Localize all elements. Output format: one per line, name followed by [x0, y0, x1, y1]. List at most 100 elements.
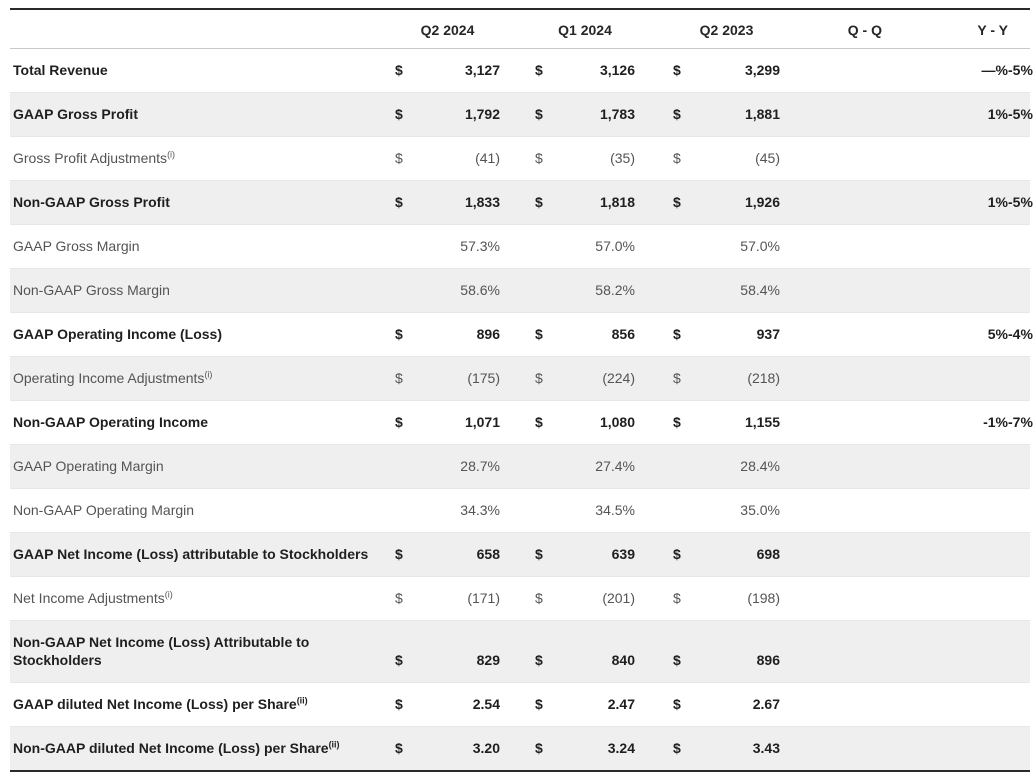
spacer-cell [780, 49, 882, 93]
currency-symbol-cell: $ [535, 370, 543, 386]
value-cell: 57.0% [595, 238, 635, 254]
yy-change-cell: -5% [1008, 106, 1033, 122]
footnote-marker: (i) [167, 149, 176, 160]
spacer-cell [780, 313, 882, 357]
currency-symbol-cell [535, 489, 565, 533]
table-row: Net Income Adjustments(i) $ (171) $ (201) $ (1… [10, 577, 1030, 621]
spacer-cell [500, 683, 535, 727]
row-label: GAAP Operating Income (Loss) [13, 326, 222, 342]
value-cell: 58.4% [740, 282, 780, 298]
value-cell: 2.47 [607, 696, 635, 712]
financial-results-table: Q2 2024 Q1 2024 Q2 2023 Q - Q Y - Y Tota… [10, 8, 1034, 772]
currency-symbol-cell: $ [673, 652, 681, 668]
yy-change-cell [1008, 533, 1030, 577]
spacer-cell [635, 357, 673, 401]
table-row: GAAP Net Income (Loss) attributable to S… [10, 532, 1030, 577]
currency-symbol-cell: $ [535, 326, 543, 342]
spacer-cell [635, 445, 673, 489]
qq-change-cell [882, 137, 1008, 181]
yy-change-cell: -5% [1008, 194, 1033, 210]
value-cell: 856 [611, 326, 635, 342]
currency-symbol-cell: $ [535, 106, 543, 122]
spacer-cell [780, 269, 882, 313]
row-label-header [10, 9, 395, 49]
qq-change-cell [882, 727, 1008, 772]
value-cell: (35) [610, 150, 635, 166]
spacer-cell [635, 93, 673, 137]
spacer-cell [780, 225, 882, 269]
spacer-cell [500, 577, 535, 621]
spacer-cell [780, 401, 882, 445]
currency-symbol-cell: $ [535, 414, 543, 430]
table-row: GAAP Operating Margin 28.7% 27.4% 28.4% [10, 444, 1030, 489]
table-row: Gross Profit Adjustments(i) $ (41) $ (35) $ (4… [10, 137, 1030, 181]
yy-change-cell [1008, 137, 1030, 181]
currency-symbol-cell [395, 225, 430, 269]
spacer-cell [780, 727, 882, 772]
row-label: Operating Income Adjustments(i) [13, 369, 213, 386]
value-cell: 658 [476, 546, 500, 562]
table-row: Non-GAAP Operating Income $1,071 $1,080 $1,… [10, 401, 1033, 445]
qq-change-cell [882, 225, 1008, 269]
value-cell: (171) [467, 590, 500, 606]
value-cell: 58.2% [595, 282, 635, 298]
currency-symbol-cell: $ [395, 414, 403, 430]
value-cell: 34.3% [460, 502, 500, 518]
spacer-cell [780, 489, 882, 533]
spacer-cell [500, 621, 535, 683]
spacer-cell [780, 93, 882, 137]
currency-symbol-cell: $ [395, 326, 403, 342]
currency-symbol-cell: $ [395, 194, 403, 210]
spacer-cell [635, 137, 673, 181]
spacer-cell [500, 489, 535, 533]
table-row: GAAP Gross Margin 57.3% 57.0% 57.0% [10, 225, 1030, 269]
col-header-yy: Y - Y [882, 9, 1008, 49]
value-cell: 3.43 [752, 740, 780, 756]
yy-change-cell [1008, 269, 1030, 313]
value-cell: (224) [602, 370, 635, 386]
spacer-cell [635, 727, 673, 772]
value-cell: 1,080 [599, 414, 635, 430]
currency-symbol-cell: $ [673, 326, 681, 342]
currency-symbol-cell: $ [535, 150, 543, 166]
table-row: Non-GAAP Operating Margin 34.3% 34.5% 35.0% [10, 489, 1030, 533]
spacer-cell [635, 621, 673, 683]
value-cell: 896 [476, 326, 500, 342]
spacer-cell [635, 181, 673, 225]
qq-change-cell [882, 683, 1008, 727]
qq-change-cell [882, 357, 1008, 401]
spacer-cell [780, 137, 882, 181]
yy-change-cell [1008, 577, 1030, 621]
yy-change-cell: -5% [1008, 62, 1033, 78]
yy-change-cell [1008, 621, 1030, 683]
currency-symbol-cell: $ [673, 740, 681, 756]
currency-symbol-cell: $ [395, 652, 403, 668]
value-cell: 57.0% [740, 238, 780, 254]
value-cell: 3.20 [472, 740, 500, 756]
currency-symbol-cell: $ [395, 696, 403, 712]
currency-symbol-cell: $ [395, 740, 403, 756]
currency-symbol-cell: $ [395, 546, 403, 562]
value-cell: (218) [747, 370, 780, 386]
row-label: Non-GAAP Operating Income [13, 414, 208, 430]
row-label: Gross Profit Adjustments(i) [13, 149, 176, 166]
currency-symbol-cell: $ [673, 106, 681, 122]
yy-change-cell [1008, 489, 1030, 533]
value-cell: (201) [602, 590, 635, 606]
spacer-cell [635, 533, 673, 577]
row-label: GAAP diluted Net Income (Loss) per Share… [13, 695, 308, 712]
col-header-q1-2024: Q1 2024 [535, 9, 635, 49]
header-row: Q2 2024 Q1 2024 Q2 2023 Q - Q Y - Y [10, 9, 1030, 49]
value-cell: 1,833 [464, 194, 500, 210]
currency-symbol-cell: $ [535, 194, 543, 210]
value-cell: 1,155 [744, 414, 780, 430]
row-label: GAAP Operating Margin [13, 458, 164, 474]
value-cell: (175) [467, 370, 500, 386]
currency-symbol-cell [535, 269, 565, 313]
spacer-cell [500, 225, 535, 269]
row-label: GAAP Net Income (Loss) attributable to S… [13, 546, 369, 562]
spacer-cell [500, 727, 535, 772]
currency-symbol-cell: $ [395, 150, 403, 166]
row-label: Total Revenue [13, 62, 108, 78]
table-row: GAAP diluted Net Income (Loss) per Share… [10, 683, 1030, 727]
